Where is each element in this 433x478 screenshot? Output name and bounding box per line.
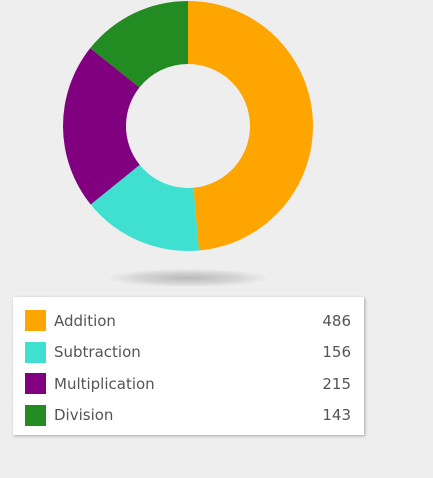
legend-label: Multiplication: [54, 374, 155, 393]
chart-shadow: [108, 269, 268, 287]
legend-value: 486: [322, 311, 351, 330]
legend-item-addition[interactable]: Addition 486: [13, 305, 364, 337]
legend: Addition 486 Subtraction 156 Multiplicat…: [13, 297, 364, 435]
legend-label: Subtraction: [54, 343, 141, 362]
legend-value: 156: [322, 343, 351, 362]
legend-item-division[interactable]: Division 143: [13, 400, 364, 432]
legend-item-subtraction[interactable]: Subtraction 156: [13, 337, 364, 369]
donut-slice-multiplication[interactable]: [62, 48, 140, 205]
legend-label: Addition: [54, 311, 116, 330]
legend-item-multiplication[interactable]: Multiplication 215: [13, 368, 364, 400]
legend-value: 143: [322, 406, 351, 425]
donut-slice-subtraction[interactable]: [90, 164, 199, 252]
legend-value: 215: [322, 374, 351, 393]
legend-swatch-addition: [25, 310, 46, 332]
donut-chart: [62, 1, 314, 252]
legend-swatch-subtraction: [25, 341, 46, 363]
legend-swatch-multiplication: [25, 373, 46, 395]
legend-label: Division: [54, 406, 114, 425]
donut-slice-addition[interactable]: [188, 1, 314, 251]
legend-swatch-division: [25, 404, 46, 426]
donut-slice-division[interactable]: [90, 1, 188, 88]
